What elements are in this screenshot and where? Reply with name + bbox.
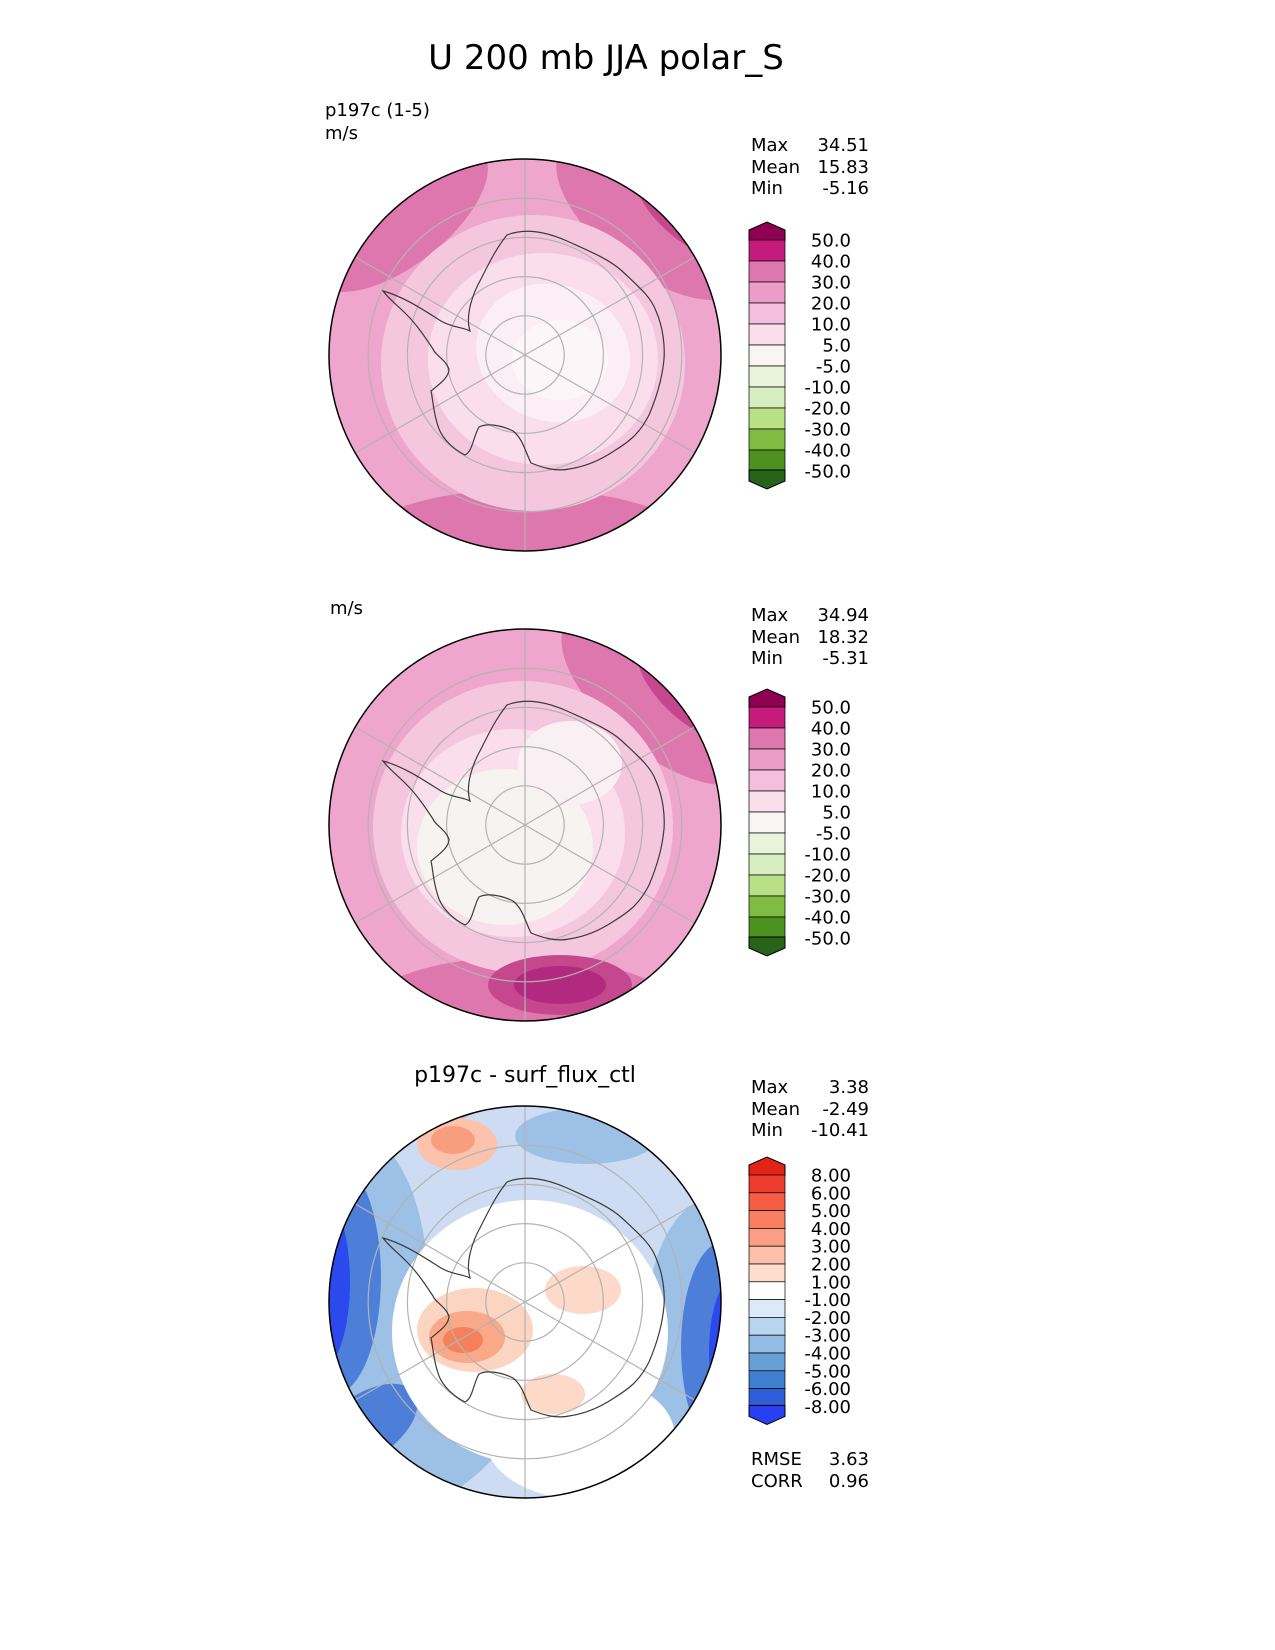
metric-label: RMSE <box>751 1449 802 1470</box>
antarctica-coastline <box>381 1177 665 1418</box>
svg-text:-3.00: -3.00 <box>804 1326 851 1347</box>
stat-value: 15.83 <box>817 156 869 178</box>
panel1-colorbar: 50.040.030.020.010.05.0-5.0-10.0-20.0-30… <box>748 221 851 490</box>
svg-text:1.00: 1.00 <box>811 1272 851 1293</box>
stat-label: Max <box>751 605 789 626</box>
svg-text:-2.00: -2.00 <box>804 1308 851 1329</box>
graticule <box>354 629 696 1021</box>
map-boundary <box>328 158 722 552</box>
stat-label: Mean <box>751 626 801 648</box>
panel2-units-label: m/s <box>330 598 363 619</box>
panel1-units-label: m/s <box>325 123 358 144</box>
svg-text:-50.0: -50.0 <box>804 929 851 950</box>
stat-row: Mean 15.83 <box>751 157 869 179</box>
stat-value: -10.41 <box>810 1120 869 1141</box>
stat-row: Min -10.41 <box>751 1120 869 1142</box>
svg-text:-40.0: -40.0 <box>804 441 851 462</box>
metric-label: CORR <box>751 1470 803 1492</box>
svg-text:40.0: 40.0 <box>811 252 851 273</box>
svg-text:20.0: 20.0 <box>811 294 851 315</box>
svg-text:3.00: 3.00 <box>811 1237 851 1258</box>
svg-text:-30.0: -30.0 <box>804 420 851 441</box>
svg-text:-30.0: -30.0 <box>804 887 851 908</box>
contour-fill <box>329 159 721 551</box>
stat-row: Max 34.94 <box>751 605 869 627</box>
svg-text:30.0: 30.0 <box>811 740 851 761</box>
svg-text:-20.0: -20.0 <box>804 866 851 887</box>
plot-title: U 200 mb JJA polar_S <box>428 38 784 78</box>
panel2-colorbar: 50.040.030.020.010.05.0-5.0-10.0-20.0-30… <box>748 688 851 957</box>
metric-value: 0.96 <box>828 1470 869 1492</box>
svg-text:10.0: 10.0 <box>811 315 851 336</box>
map-boundary <box>328 1105 722 1499</box>
stat-label: Min <box>751 178 783 199</box>
panel2-stats: Max 34.94 Mean 18.32 Min -5.31 <box>751 605 869 670</box>
antarctica-coastline <box>381 230 665 471</box>
panel3-colorbar: 8.006.005.004.003.002.001.00-1.00-2.00-3… <box>748 1156 851 1425</box>
svg-text:20.0: 20.0 <box>811 761 851 782</box>
stat-value: 34.94 <box>817 605 869 626</box>
stat-row: Min -5.16 <box>751 178 869 200</box>
stat-value: 18.32 <box>817 626 869 648</box>
metric-row: CORR 0.96 <box>751 1471 869 1493</box>
svg-text:50.0: 50.0 <box>811 231 851 252</box>
svg-text:5.00: 5.00 <box>811 1201 851 1222</box>
stat-row: Max 3.38 <box>751 1077 869 1099</box>
stat-label: Mean <box>751 156 801 178</box>
svg-text:-5.00: -5.00 <box>804 1361 851 1382</box>
stat-row: Max 34.51 <box>751 135 869 157</box>
panel1-dataset-label: p197c (1-5) <box>325 100 430 121</box>
panel3-map <box>327 1104 723 1500</box>
panel1-map <box>327 157 723 553</box>
stat-value: -5.16 <box>822 178 869 199</box>
svg-text:-5.0: -5.0 <box>816 357 851 378</box>
panel2-polar-map <box>328 628 722 1022</box>
graticule <box>354 1106 696 1498</box>
map-boundary <box>328 628 722 1022</box>
stat-row: Mean 18.32 <box>751 627 869 649</box>
svg-text:8.00: 8.00 <box>811 1166 851 1187</box>
svg-text:2.00: 2.00 <box>811 1255 851 1276</box>
stat-label: Min <box>751 1120 783 1141</box>
metric-row: RMSE 3.63 <box>751 1449 869 1471</box>
svg-text:50.0: 50.0 <box>811 698 851 719</box>
svg-text:-1.00: -1.00 <box>804 1290 851 1311</box>
stat-row: Mean -2.49 <box>751 1099 869 1121</box>
stat-label: Mean <box>751 1098 801 1120</box>
panel3-title: p197c - surf_flux_ctl <box>414 1063 636 1088</box>
svg-text:5.0: 5.0 <box>822 336 851 357</box>
metric-value: 3.63 <box>828 1449 869 1470</box>
svg-text:10.0: 10.0 <box>811 782 851 803</box>
stat-value: 34.51 <box>817 135 869 156</box>
stat-value: 3.38 <box>828 1077 869 1098</box>
svg-text:-10.0: -10.0 <box>804 845 851 866</box>
svg-text:30.0: 30.0 <box>811 273 851 294</box>
svg-text:-6.00: -6.00 <box>804 1379 851 1400</box>
stat-label: Max <box>751 1077 789 1098</box>
stat-value: -2.49 <box>822 1098 869 1120</box>
graticule <box>354 159 696 551</box>
svg-text:-20.0: -20.0 <box>804 399 851 420</box>
panel1-polar-map <box>328 158 722 552</box>
svg-text:-10.0: -10.0 <box>804 378 851 399</box>
svg-text:-4.00: -4.00 <box>804 1344 851 1365</box>
stat-label: Max <box>751 135 789 156</box>
antarctica-coastline <box>381 700 665 941</box>
svg-text:-50.0: -50.0 <box>804 462 851 483</box>
panel1-stats: Max 34.51 Mean 15.83 Min -5.16 <box>751 135 869 200</box>
stat-value: -5.31 <box>822 648 869 669</box>
stat-label: Min <box>751 648 783 669</box>
svg-text:5.0: 5.0 <box>822 803 851 824</box>
svg-text:6.00: 6.00 <box>811 1183 851 1204</box>
panel3-stats: Max 3.38 Mean -2.49 Min -10.41 <box>751 1077 869 1142</box>
svg-text:-8.00: -8.00 <box>804 1397 851 1418</box>
svg-text:4.00: 4.00 <box>811 1219 851 1240</box>
svg-text:40.0: 40.0 <box>811 719 851 740</box>
panel2-map <box>327 627 723 1023</box>
stat-row: Min -5.31 <box>751 648 869 670</box>
panel3-polar-map <box>328 1105 722 1499</box>
panel3-metrics: RMSE 3.63 CORR 0.96 <box>751 1449 869 1492</box>
svg-text:-5.0: -5.0 <box>816 824 851 845</box>
svg-text:-40.0: -40.0 <box>804 908 851 929</box>
